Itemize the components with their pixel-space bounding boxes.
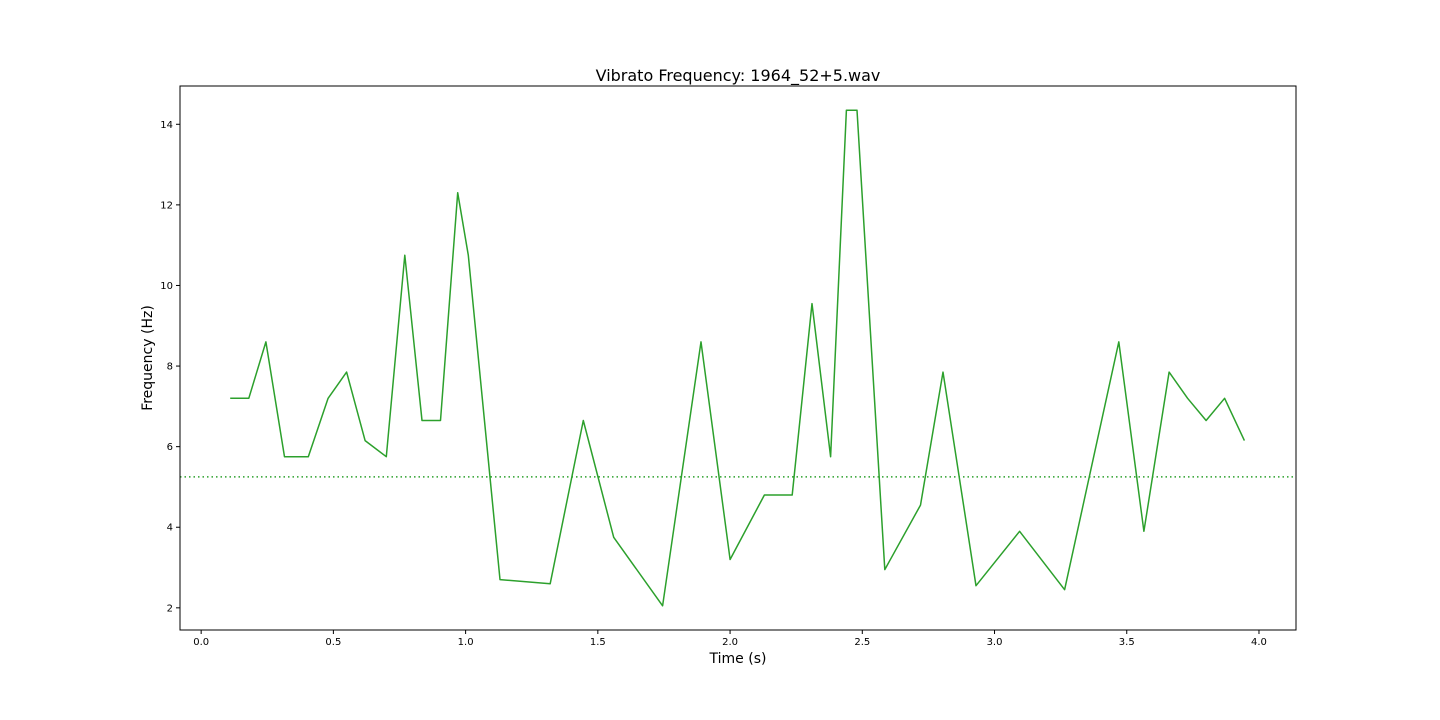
y-tick-label: 10 (160, 281, 173, 292)
y-axis: 2 4 6 8 10 12 14 (160, 120, 180, 614)
x-tick-label: 0.0 (193, 637, 209, 648)
y-tick-label: 12 (160, 200, 173, 211)
y-tick-label: 4 (167, 523, 173, 534)
x-tick-label: 1.0 (458, 637, 474, 648)
y-tick-label: 2 (167, 603, 173, 614)
series-layer (180, 109, 1296, 607)
plot-area: 0.0 0.5 1.0 1.5 2.0 2.5 3.0 3.5 4.0 2 4 6 8 10 12 14 (160, 85, 1297, 648)
y-tick-label: 6 (167, 442, 173, 453)
x-tick-label: 0.5 (325, 637, 341, 648)
x-tick-label: 2.0 (722, 637, 738, 648)
x-tick-label: 1.5 (590, 637, 606, 648)
y-tick-label: 14 (160, 120, 173, 131)
y-axis-label: Frequency (Hz) (140, 305, 156, 411)
axes-frame (179, 85, 1297, 631)
y-tick-label: 8 (167, 362, 173, 373)
frequency-series-line (230, 109, 1246, 607)
x-tick-label: 4.0 (1251, 637, 1267, 648)
x-axis-label: Time (s) (709, 651, 767, 667)
chart-title: Vibrato Frequency: 1964_52+5.wav (596, 66, 881, 86)
x-tick-label: 2.5 (854, 637, 870, 648)
x-tick-label: 3.5 (1119, 637, 1135, 648)
x-tick-label: 3.0 (987, 637, 1003, 648)
x-axis: 0.0 0.5 1.0 1.5 2.0 2.5 3.0 3.5 4.0 (193, 630, 1267, 648)
